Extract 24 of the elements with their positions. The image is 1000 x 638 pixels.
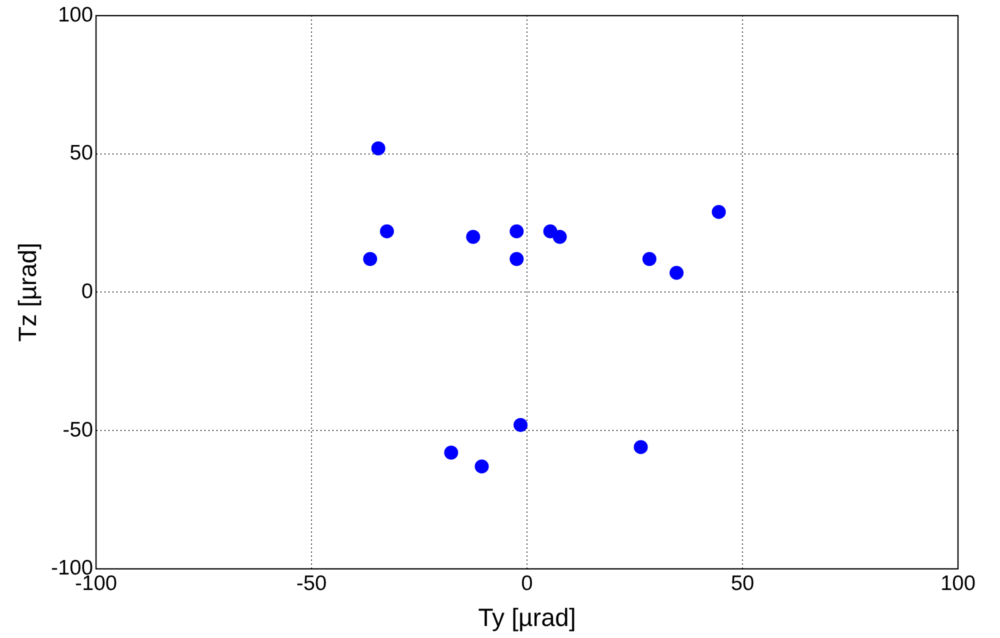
- point: [510, 252, 524, 266]
- point: [712, 204, 726, 219]
- point: [371, 141, 386, 156]
- x-tick-label: 100: [940, 572, 976, 596]
- point: [514, 418, 528, 432]
- x-tick-label: 0: [521, 572, 533, 596]
- x-tick-label: -50: [296, 572, 327, 596]
- y-axis-title: Tz [µrad]: [14, 242, 42, 342]
- point: [474, 459, 489, 474]
- x-axis-title: Ty [µrad]: [478, 604, 576, 632]
- y-tick-label: -50: [62, 418, 94, 442]
- point: [380, 224, 394, 238]
- x-tick-label: 50: [730, 572, 754, 596]
- point: [444, 446, 458, 460]
- point: [634, 440, 648, 454]
- y-tick-label: 50: [70, 142, 94, 165]
- y-tick-label: 0: [81, 280, 94, 303]
- point: [670, 266, 684, 280]
- y-tick-label: 100: [58, 3, 94, 26]
- point: [510, 224, 524, 238]
- point: [466, 230, 480, 244]
- point: [363, 252, 378, 266]
- point: [642, 252, 656, 266]
- point: [552, 230, 567, 244]
